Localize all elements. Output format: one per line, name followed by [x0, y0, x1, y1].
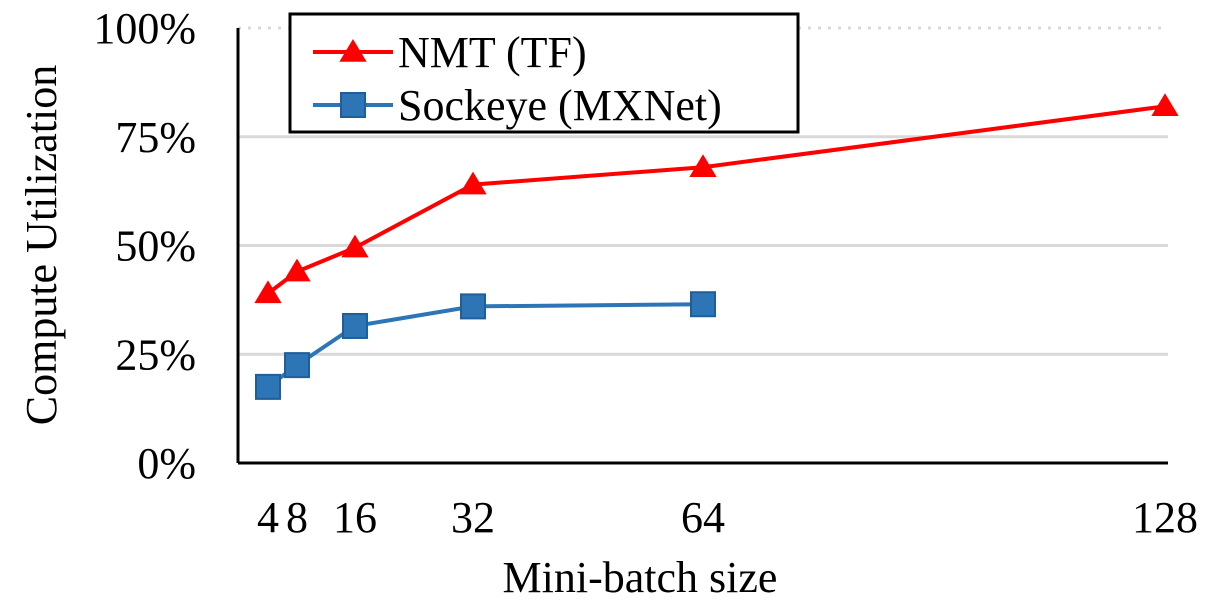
data-point-square	[342, 312, 368, 339]
x-tick-label: 64	[681, 493, 725, 542]
y-tick-label: 100%	[93, 4, 196, 53]
x-tick-label: 4	[257, 493, 279, 542]
y-tick-labels: 0% 25% 50% 75% 100%	[93, 4, 196, 488]
series-line	[266, 104, 1166, 295]
y-tick-label: 75%	[115, 113, 196, 162]
data-point-triangle	[459, 171, 487, 195]
legend-marker-triangle	[339, 39, 367, 62]
y-tick-label: 50%	[115, 222, 196, 271]
data-point-triangle	[689, 154, 717, 177]
data-point-square	[255, 373, 281, 400]
gridlines	[238, 26, 1168, 356]
x-tick-label: 32	[451, 493, 495, 542]
data-point-square	[460, 293, 486, 320]
series-nmt-tf	[254, 93, 1179, 304]
series-sockeye-mxnet	[255, 291, 716, 400]
data-point-triangle	[254, 280, 282, 304]
y-tick-label: 0%	[137, 439, 196, 488]
y-tick-label: 25%	[115, 330, 196, 379]
data-point-triangle	[1151, 93, 1179, 117]
data-point-square	[690, 291, 716, 318]
x-tick-label: 128	[1132, 493, 1198, 542]
series-layer	[254, 93, 1179, 400]
legend-marker-square	[340, 92, 366, 118]
axes	[236, 28, 1168, 465]
legend-label: NMT (TF)	[398, 28, 587, 77]
y-axis-title: Compute Utilization	[17, 65, 66, 426]
data-point-square	[284, 352, 310, 379]
legend-label: Sockeye (MXNet)	[398, 81, 722, 130]
legend: NMT (TF)Sockeye (MXNet)	[288, 12, 800, 134]
x-tick-label: 8	[286, 493, 308, 542]
legend-box	[288, 12, 800, 134]
x-axis-title: Mini-batch size	[503, 553, 778, 602]
x-tick-label: 16	[333, 493, 377, 542]
data-point-triangle	[341, 234, 369, 258]
data-point-triangle	[283, 258, 311, 282]
x-tick-labels: 4 8 16 32 64 128	[257, 493, 1198, 542]
